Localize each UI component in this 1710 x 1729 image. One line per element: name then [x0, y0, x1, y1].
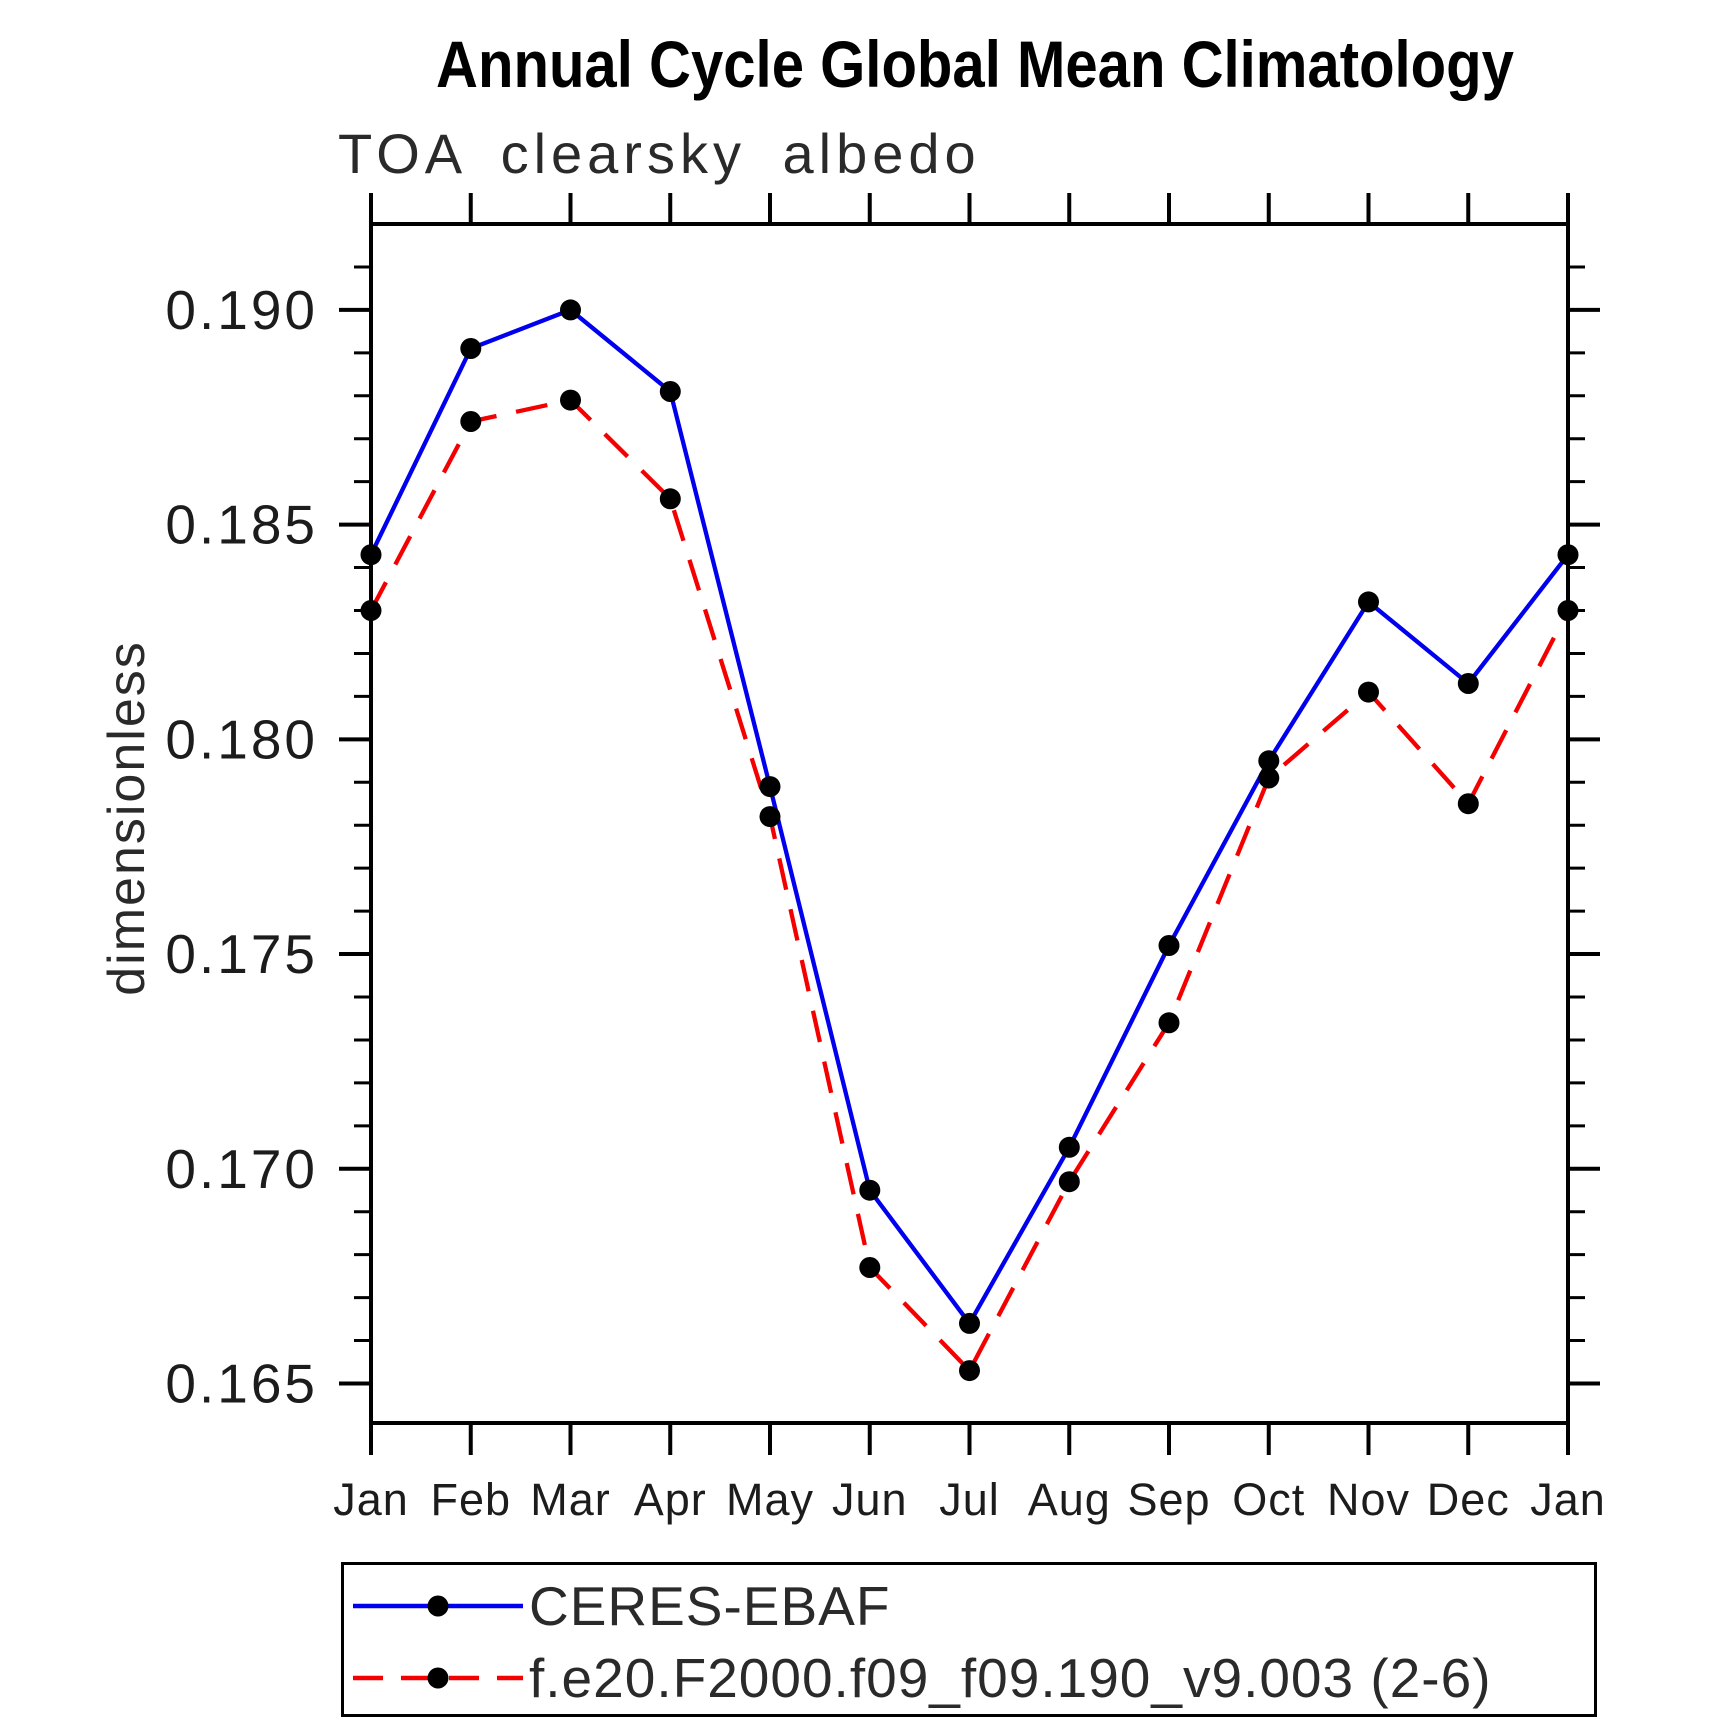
legend-box: CERES-EBAF f.e20.F2000.f09_f09.190_v9.00… [341, 1562, 1597, 1717]
y-tick-label: 0.185 [165, 494, 318, 556]
data-point-0 [959, 1312, 980, 1334]
data-point-1 [560, 389, 581, 411]
y-tick-label: 0.180 [165, 708, 318, 770]
data-point-0 [1258, 750, 1280, 772]
data-point-0 [1158, 935, 1180, 956]
data-point-0 [1358, 591, 1379, 613]
legend-item-model: f.e20.F2000.f09_f09.190_v9.003 (2-6) [349, 1643, 1492, 1713]
data-point-0 [1557, 544, 1579, 566]
plot-frame [369, 222, 1570, 1425]
data-point-1 [1058, 1171, 1080, 1193]
data-point-1 [1158, 1012, 1180, 1034]
data-point-1 [360, 600, 382, 621]
x-tick-label: May [726, 1474, 814, 1525]
series-line-1 [369, 397, 1570, 1373]
x-tick-label: Jul [939, 1474, 1000, 1525]
data-point-1 [659, 488, 681, 510]
x-tick-label: Nov [1327, 1474, 1410, 1525]
series-line-0 [369, 307, 1570, 1326]
data-point-0 [759, 776, 781, 798]
legend-item-ceres: CERES-EBAF [349, 1571, 890, 1641]
data-point-1 [1457, 793, 1479, 815]
data-point-0 [859, 1179, 881, 1201]
y-tick-label: 0.175 [165, 923, 318, 985]
x-tick-label: Oct [1232, 1474, 1305, 1525]
x-tick-label: Aug [1028, 1474, 1111, 1525]
legend-line-sample-dashed [353, 1667, 523, 1689]
data-point-1 [1358, 681, 1379, 703]
data-point-0 [1457, 673, 1479, 694]
chart-title: Annual Cycle Global Mean Climatology [436, 27, 1514, 101]
x-tick-label: Jan [1530, 1474, 1606, 1525]
data-point-1 [759, 806, 781, 828]
x-tick-label: Apr [634, 1474, 707, 1525]
legend-line-sample-solid [353, 1595, 523, 1617]
x-tick-label: Jun [832, 1474, 908, 1525]
data-point-1 [1258, 767, 1280, 789]
data-point-1 [460, 411, 482, 432]
y-tick-label: 0.165 [165, 1352, 318, 1414]
data-point-0 [360, 544, 382, 566]
data-point-1 [1557, 600, 1579, 621]
y-tick-label: 0.170 [165, 1138, 318, 1200]
data-point-1 [959, 1360, 980, 1382]
chart-subtitle: TOA clearsky albedo [338, 122, 981, 185]
data-point-1 [859, 1257, 881, 1278]
x-tick-label: Feb [430, 1474, 511, 1525]
legend-sample-marker [427, 1667, 449, 1689]
legend-label: f.e20.F2000.f09_f09.190_v9.003 (2-6) [529, 1647, 1492, 1709]
legend-sample-marker [427, 1595, 449, 1617]
x-tick-label: Jan [333, 1474, 409, 1525]
data-point-0 [560, 299, 581, 321]
data-point-0 [1058, 1136, 1080, 1158]
x-tick-label: Sep [1127, 1474, 1210, 1525]
x-tick-label: Dec [1427, 1474, 1510, 1525]
y-tick-label: 0.190 [165, 279, 318, 341]
data-point-0 [659, 381, 681, 402]
x-tick-label: Mar [530, 1474, 611, 1525]
data-point-0 [460, 338, 482, 359]
legend-label: CERES-EBAF [529, 1575, 891, 1637]
